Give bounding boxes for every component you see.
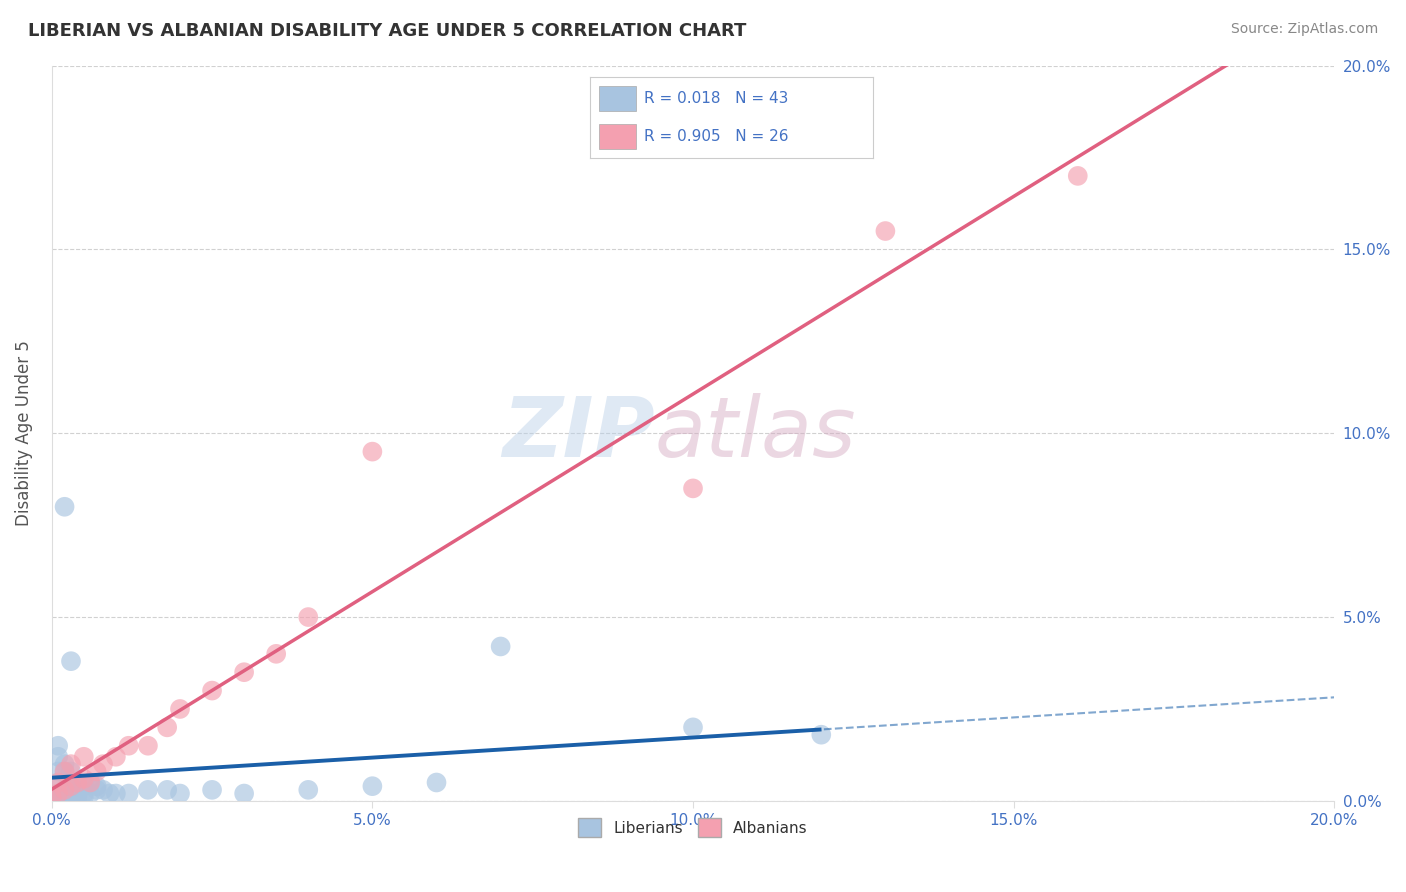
- Point: [79, 775, 101, 789]
- Point: [46, 739, 69, 753]
- Text: Source: ZipAtlas.com: Source: ZipAtlas.com: [1230, 22, 1378, 37]
- Point: [91, 782, 114, 797]
- Point: [1067, 169, 1090, 183]
- Point: [73, 787, 96, 801]
- Point: [361, 444, 384, 458]
- Point: [73, 790, 96, 805]
- Point: [46, 764, 69, 779]
- Point: [53, 757, 76, 772]
- Point: [66, 775, 89, 789]
- Point: [59, 787, 82, 801]
- Point: [118, 787, 141, 801]
- Point: [104, 749, 127, 764]
- Point: [66, 775, 89, 789]
- Point: [98, 787, 121, 801]
- Point: [66, 787, 89, 801]
- Point: [86, 764, 108, 779]
- Point: [79, 775, 101, 789]
- Point: [59, 790, 82, 805]
- Point: [682, 482, 704, 496]
- Point: [73, 749, 96, 764]
- Point: [46, 775, 69, 789]
- Point: [118, 739, 141, 753]
- Point: [73, 772, 96, 786]
- Point: [104, 787, 127, 801]
- Text: ZIP: ZIP: [502, 392, 655, 474]
- Point: [136, 739, 159, 753]
- Text: LIBERIAN VS ALBANIAN DISABILITY AGE UNDER 5 CORRELATION CHART: LIBERIAN VS ALBANIAN DISABILITY AGE UNDE…: [28, 22, 747, 40]
- Point: [169, 787, 191, 801]
- Point: [53, 500, 76, 514]
- Point: [156, 782, 179, 797]
- Point: [169, 702, 191, 716]
- Point: [66, 782, 89, 797]
- Point: [91, 757, 114, 772]
- Y-axis label: Disability Age Under 5: Disability Age Under 5: [15, 341, 32, 526]
- Text: atlas: atlas: [655, 392, 856, 474]
- Point: [59, 654, 82, 668]
- Point: [233, 665, 256, 680]
- Point: [73, 779, 96, 793]
- Point: [53, 764, 76, 779]
- Point: [46, 787, 69, 801]
- Point: [264, 647, 287, 661]
- Point: [46, 749, 69, 764]
- Point: [875, 224, 897, 238]
- Point: [136, 782, 159, 797]
- Point: [156, 720, 179, 734]
- Point: [53, 764, 76, 779]
- Point: [46, 787, 69, 801]
- Point: [810, 728, 832, 742]
- Point: [59, 764, 82, 779]
- Point: [46, 775, 69, 789]
- Point: [297, 610, 319, 624]
- Point: [361, 779, 384, 793]
- Point: [59, 757, 82, 772]
- Point: [66, 790, 89, 805]
- Point: [233, 787, 256, 801]
- Point: [201, 782, 224, 797]
- Point: [425, 775, 447, 789]
- Point: [53, 782, 76, 797]
- Point: [41, 790, 63, 805]
- Point: [489, 640, 512, 654]
- Point: [41, 790, 63, 805]
- Point: [53, 782, 76, 797]
- Point: [86, 779, 108, 793]
- Point: [59, 779, 82, 793]
- Point: [59, 779, 82, 793]
- Point: [79, 787, 101, 801]
- Point: [201, 683, 224, 698]
- Point: [53, 790, 76, 805]
- Point: [46, 790, 69, 805]
- Point: [682, 720, 704, 734]
- Point: [86, 782, 108, 797]
- Point: [297, 782, 319, 797]
- Legend: Liberians, Albanians: Liberians, Albanians: [571, 811, 815, 845]
